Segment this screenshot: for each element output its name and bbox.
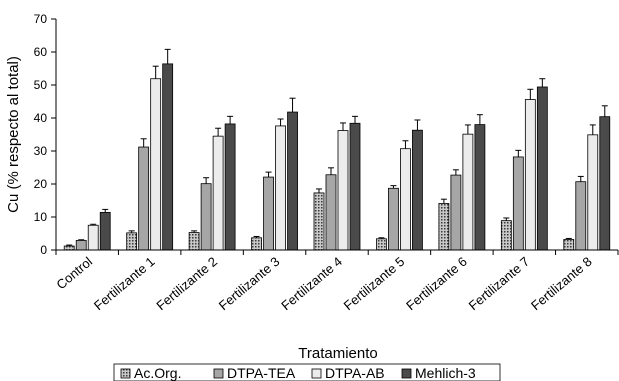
y-tick-label: 20 <box>34 177 48 191</box>
y-tick-label: 60 <box>34 45 48 59</box>
bar <box>587 134 599 251</box>
x-tick-label: Fertilizante 4 <box>278 254 345 313</box>
bar <box>87 224 99 251</box>
bar <box>563 239 575 251</box>
bar <box>126 232 138 251</box>
legend-swatch <box>311 368 322 379</box>
bars <box>63 63 611 251</box>
x-tick-label: Fertilizante 6 <box>403 254 470 313</box>
bar <box>150 78 162 251</box>
bar <box>75 240 87 251</box>
y-axis-ticks: 0 10 20 30 40 50 60 70 <box>34 12 56 257</box>
legend-swatch <box>213 368 224 379</box>
y-tick-label: 40 <box>34 111 48 125</box>
x-tick-label: Fertilizante 7 <box>466 254 533 313</box>
x-tick-label: Control <box>53 254 95 292</box>
bar <box>212 135 224 251</box>
bar <box>325 174 337 251</box>
bar <box>63 245 75 251</box>
bar <box>376 238 387 251</box>
bar <box>575 181 587 251</box>
legend-label: DTPA-TEA <box>227 365 296 381</box>
x-tick-label: Fertilizante 2 <box>153 254 220 313</box>
bar <box>536 86 548 251</box>
bar <box>263 176 274 251</box>
bar <box>275 125 286 251</box>
bar <box>138 146 150 251</box>
bar <box>388 187 399 251</box>
bar <box>349 122 361 251</box>
bar <box>412 129 423 251</box>
bar <box>287 111 298 251</box>
bar <box>224 123 236 251</box>
legend-swatch <box>401 368 412 379</box>
legend-label: Ac.Org. <box>134 365 181 381</box>
y-tick-label: 30 <box>34 144 48 158</box>
bar <box>188 232 200 251</box>
bar <box>162 63 174 251</box>
x-tick-label: Fertilizante 8 <box>528 254 595 313</box>
y-axis-title: Cu (% respecto al total) <box>5 56 22 213</box>
bar <box>200 183 212 251</box>
x-axis-title: Tratamiento <box>298 345 377 362</box>
bar <box>512 156 524 251</box>
bar <box>251 237 262 251</box>
legend: Ac.Org. DTPA-TEA DTPA-AB Mehlich-3 <box>113 363 501 381</box>
x-tick-label: Fertilizante 3 <box>216 254 283 313</box>
bar <box>500 220 512 251</box>
bar <box>313 192 325 251</box>
y-tick-label: 10 <box>34 210 48 224</box>
bar <box>524 99 536 251</box>
bar <box>400 148 411 251</box>
x-tick-label: Fertilizante 1 <box>91 254 158 313</box>
y-tick-label: 70 <box>34 12 48 26</box>
bar <box>462 133 474 251</box>
bar <box>599 116 611 251</box>
bar <box>99 211 111 251</box>
bar <box>474 124 486 251</box>
y-tick-label: 50 <box>34 78 48 92</box>
legend-label: DTPA-AB <box>325 365 385 381</box>
bar <box>438 203 450 251</box>
error-bars <box>66 48 608 247</box>
y-tick-label: 0 <box>40 243 47 257</box>
legend-swatch <box>120 368 131 379</box>
legend-label: Mehlich-3 <box>415 365 476 381</box>
bar <box>337 130 349 251</box>
bar <box>450 174 462 251</box>
x-tick-label: Fertilizante 5 <box>341 254 408 313</box>
